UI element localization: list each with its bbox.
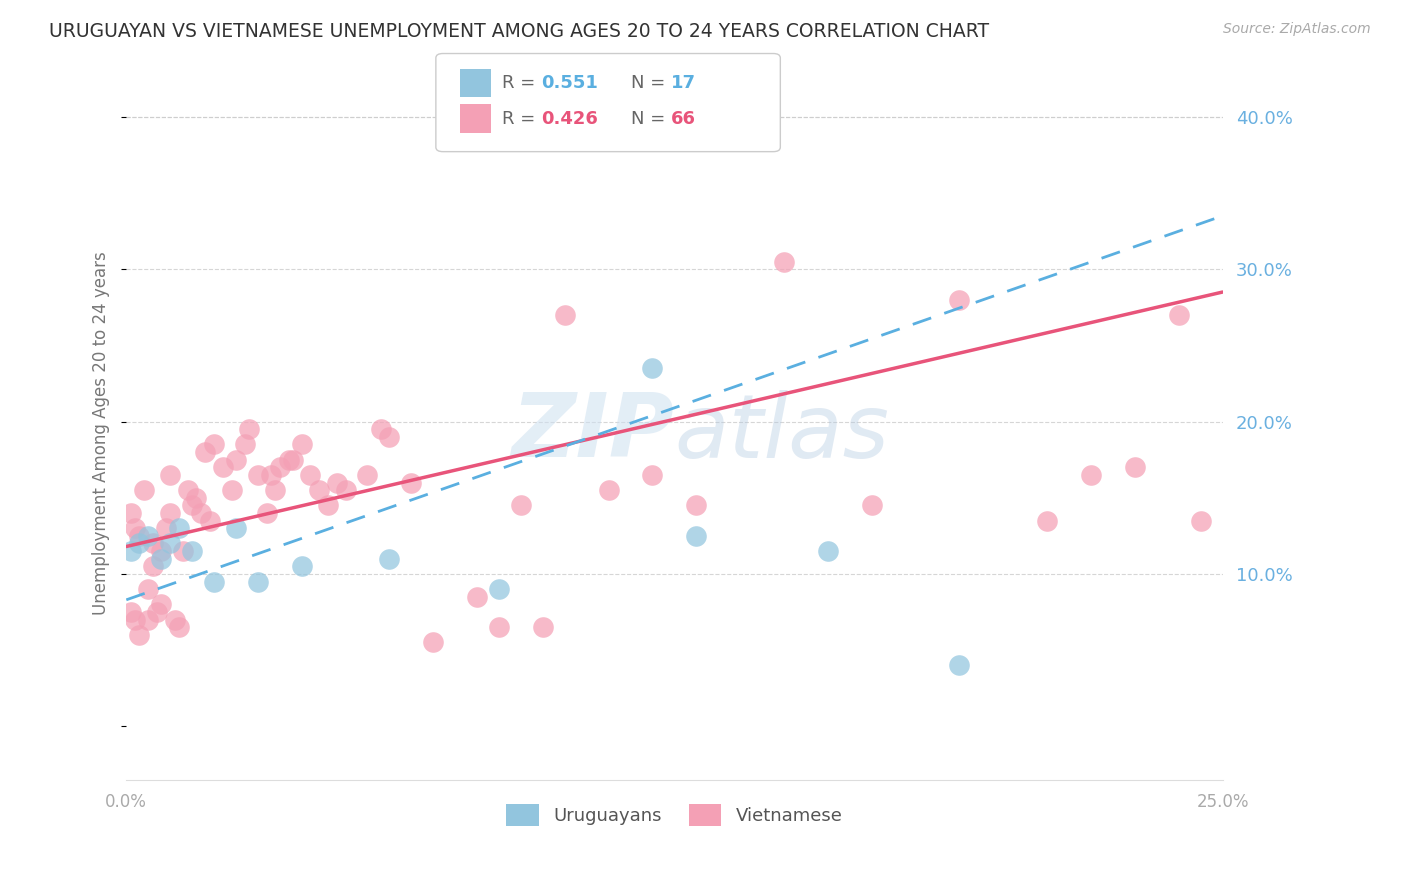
Point <box>159 467 181 482</box>
Point <box>120 605 142 619</box>
Point <box>128 536 150 550</box>
Point <box>246 574 269 589</box>
Point <box>948 293 970 307</box>
Point <box>136 529 159 543</box>
Point <box>817 544 839 558</box>
Text: 0.426: 0.426 <box>541 110 598 128</box>
Text: N =: N = <box>631 74 671 92</box>
Point <box>465 590 488 604</box>
Point <box>378 430 401 444</box>
Point <box>142 536 165 550</box>
Point <box>260 467 283 482</box>
Point <box>531 620 554 634</box>
Point <box>221 483 243 497</box>
Point <box>128 628 150 642</box>
Point <box>554 308 576 322</box>
Point <box>264 483 287 497</box>
Y-axis label: Unemployment Among Ages 20 to 24 years: Unemployment Among Ages 20 to 24 years <box>93 252 110 615</box>
Point <box>194 445 217 459</box>
Point <box>773 254 796 268</box>
Point <box>211 460 233 475</box>
Point <box>136 582 159 596</box>
Point <box>488 582 510 596</box>
Text: 17: 17 <box>671 74 696 92</box>
Point <box>422 635 444 649</box>
Point <box>291 437 314 451</box>
Point <box>136 613 159 627</box>
Point <box>124 613 146 627</box>
Point <box>641 467 664 482</box>
Point <box>155 521 177 535</box>
Point <box>641 361 664 376</box>
Point <box>335 483 357 497</box>
Point <box>685 529 707 543</box>
Point <box>128 529 150 543</box>
Point <box>124 521 146 535</box>
Point <box>176 483 198 497</box>
Point <box>233 437 256 451</box>
Point <box>159 506 181 520</box>
Text: R =: R = <box>502 74 541 92</box>
Text: N =: N = <box>631 110 671 128</box>
Point <box>159 536 181 550</box>
Text: 0.551: 0.551 <box>541 74 598 92</box>
Point <box>401 475 423 490</box>
Point <box>186 491 208 505</box>
Text: R =: R = <box>502 110 541 128</box>
Point <box>316 499 339 513</box>
Text: URUGUAYAN VS VIETNAMESE UNEMPLOYMENT AMONG AGES 20 TO 24 YEARS CORRELATION CHART: URUGUAYAN VS VIETNAMESE UNEMPLOYMENT AMO… <box>49 22 990 41</box>
Text: ZIP: ZIP <box>512 390 675 476</box>
Point <box>370 422 392 436</box>
Point <box>225 521 247 535</box>
Point <box>256 506 278 520</box>
Point <box>163 613 186 627</box>
Legend: Uruguayans, Vietnamese: Uruguayans, Vietnamese <box>499 797 849 833</box>
Point <box>120 544 142 558</box>
Point <box>291 559 314 574</box>
Point <box>685 499 707 513</box>
Text: atlas: atlas <box>675 390 889 476</box>
Point <box>142 559 165 574</box>
Point <box>598 483 620 497</box>
Point <box>326 475 349 490</box>
Point <box>281 452 304 467</box>
Point <box>172 544 194 558</box>
Text: 66: 66 <box>671 110 696 128</box>
Point <box>238 422 260 436</box>
Point <box>860 499 883 513</box>
Point <box>1167 308 1189 322</box>
Point <box>181 544 204 558</box>
Point <box>356 467 378 482</box>
Point <box>190 506 212 520</box>
Point <box>150 598 173 612</box>
Point <box>246 467 269 482</box>
Point <box>510 499 533 513</box>
Point <box>167 620 190 634</box>
Point <box>299 467 322 482</box>
Point <box>150 551 173 566</box>
Point <box>167 521 190 535</box>
Point <box>202 437 225 451</box>
Point <box>225 452 247 467</box>
Point <box>132 483 155 497</box>
Point <box>181 499 204 513</box>
Point <box>378 551 401 566</box>
Point <box>150 544 173 558</box>
Point <box>308 483 330 497</box>
Point <box>198 514 221 528</box>
Point <box>277 452 299 467</box>
Point <box>1189 514 1212 528</box>
Point <box>948 658 970 673</box>
Point <box>1036 514 1059 528</box>
Point <box>269 460 291 475</box>
Point <box>120 506 142 520</box>
Point <box>202 574 225 589</box>
Text: Source: ZipAtlas.com: Source: ZipAtlas.com <box>1223 22 1371 37</box>
Point <box>1123 460 1146 475</box>
Point <box>146 605 169 619</box>
Point <box>1080 467 1102 482</box>
Point <box>488 620 510 634</box>
